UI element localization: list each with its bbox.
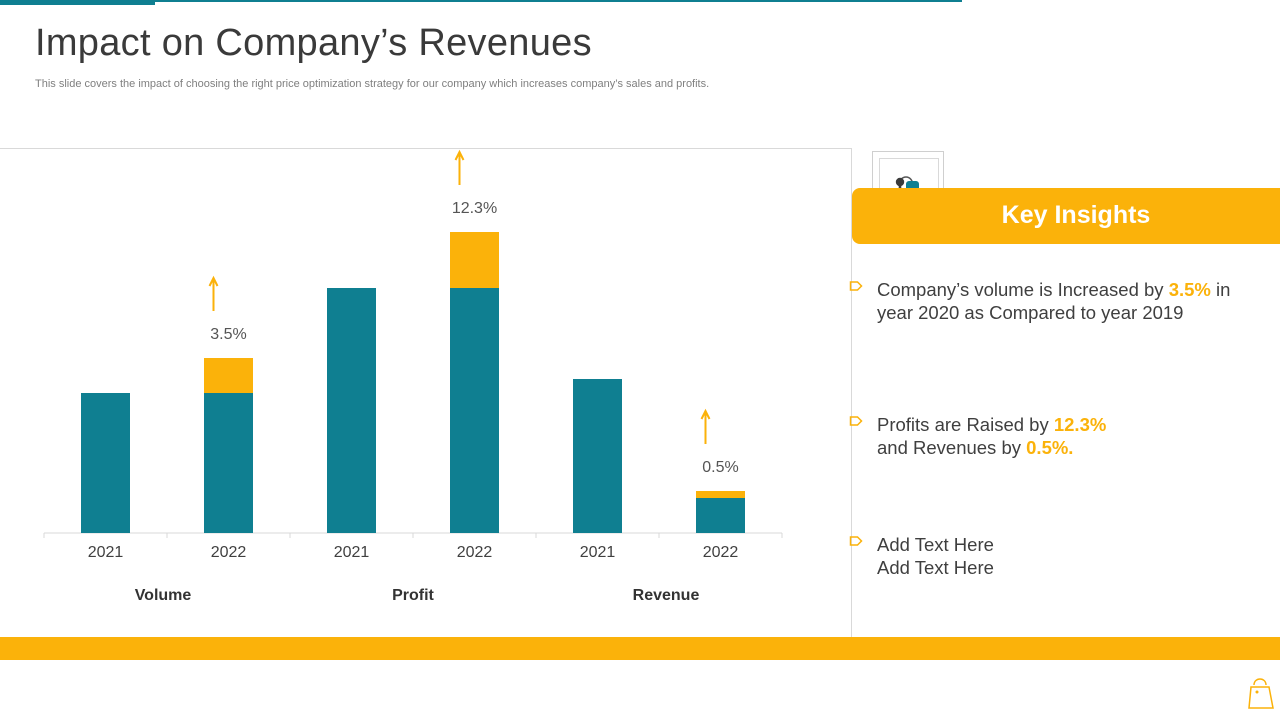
page-title: Impact on Company’s Revenues	[35, 22, 592, 64]
bar-base	[204, 393, 253, 533]
top-rule	[0, 0, 962, 2]
data-label: 0.5%	[702, 459, 738, 476]
bar-increase	[450, 232, 499, 288]
data-label: 3.5%	[210, 326, 246, 343]
bar-base	[327, 288, 376, 533]
up-arrow-icon	[454, 149, 465, 185]
key-insights-banner: Key Insights	[852, 188, 1280, 244]
insight-text-volume: Company’s volume is Increased by 3.5% in…	[877, 279, 1231, 323]
bar-increase	[696, 491, 745, 498]
shopping-tag-icon	[1248, 678, 1274, 709]
group-label-volume: Volume	[134, 587, 192, 604]
x-tick-label: 2022	[211, 544, 247, 561]
x-tick-label: 2022	[457, 544, 493, 561]
top-accent-bar	[0, 0, 155, 5]
x-tick-label: 2022	[703, 544, 739, 561]
x-tick-label: 2021	[580, 544, 616, 561]
tag-arrow-icon	[849, 281, 863, 291]
up-arrow-icon	[700, 408, 711, 444]
insight-text-profits: Profits are Raised by 12.3% and Revenues…	[877, 414, 1107, 458]
up-arrow-icon	[208, 275, 219, 311]
bar-base	[81, 393, 130, 533]
chart-frame	[0, 148, 852, 637]
bar-chart: 2021 2022 2021 2022 2021 2022 3.5% 12.3% 0.5%	[43, 149, 783, 561]
group-label-revenue: Revenue	[632, 587, 700, 604]
x-tick-label: 2021	[88, 544, 124, 561]
tag-arrow-icon	[849, 416, 863, 426]
bar-increase	[204, 358, 253, 393]
page-subtitle: This slide covers the impact of choosing…	[35, 78, 710, 90]
insight-text-placeholder: Add Text Here Add Text Here	[877, 534, 994, 578]
footer-band	[0, 637, 1280, 660]
tag-arrow-icon	[849, 536, 863, 546]
bar-base	[450, 288, 499, 533]
group-label-profit: Profit	[392, 587, 434, 604]
bar-base	[696, 498, 745, 533]
key-insights-title: Key Insights	[1001, 201, 1151, 229]
data-label: 12.3%	[452, 200, 497, 217]
x-tick-label: 2021	[334, 544, 370, 561]
bar-base	[573, 379, 622, 533]
